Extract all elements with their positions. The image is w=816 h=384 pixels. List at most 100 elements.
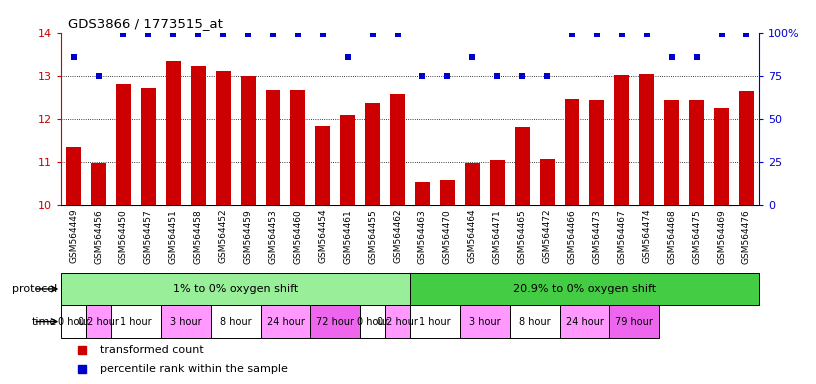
Bar <box>410 305 460 338</box>
Bar <box>714 108 729 205</box>
Bar <box>166 61 181 205</box>
Bar <box>141 88 156 205</box>
Text: 20.9% to 0% oxygen shift: 20.9% to 0% oxygen shift <box>513 284 656 294</box>
Point <box>615 31 628 37</box>
Bar <box>116 84 131 205</box>
Point <box>416 73 429 79</box>
Bar <box>61 273 410 305</box>
Text: GSM564463: GSM564463 <box>418 209 427 263</box>
Bar <box>161 305 211 338</box>
Text: 24 hour: 24 hour <box>565 316 603 327</box>
Text: 8 hour: 8 hour <box>220 316 251 327</box>
Text: GSM564461: GSM564461 <box>344 209 353 263</box>
Text: 0 hour: 0 hour <box>58 316 90 327</box>
Text: GSM564465: GSM564465 <box>517 209 526 263</box>
Text: transformed count: transformed count <box>100 345 203 355</box>
Text: 79 hour: 79 hour <box>615 316 654 327</box>
Text: GSM564467: GSM564467 <box>618 209 627 263</box>
Text: GSM564460: GSM564460 <box>294 209 303 263</box>
Text: GSM564459: GSM564459 <box>244 209 253 263</box>
Text: 3 hour: 3 hour <box>469 316 500 327</box>
Bar <box>111 305 161 338</box>
Text: 72 hour: 72 hour <box>317 316 354 327</box>
Text: time: time <box>32 316 57 327</box>
Text: 8 hour: 8 hour <box>519 316 551 327</box>
Point <box>216 31 229 37</box>
Text: GSM564450: GSM564450 <box>119 209 128 263</box>
Text: GSM564473: GSM564473 <box>592 209 601 263</box>
Text: GSM564474: GSM564474 <box>642 209 651 263</box>
Point <box>516 73 529 79</box>
Text: GDS3866 / 1773515_at: GDS3866 / 1773515_at <box>69 17 223 30</box>
Point <box>565 31 579 37</box>
Point <box>92 73 105 79</box>
Text: GSM564457: GSM564457 <box>144 209 153 263</box>
Text: GSM564458: GSM564458 <box>193 209 202 263</box>
Text: GSM564456: GSM564456 <box>94 209 103 263</box>
Bar <box>241 76 255 205</box>
Bar <box>215 71 231 205</box>
Bar <box>610 305 659 338</box>
Text: GSM564475: GSM564475 <box>692 209 701 263</box>
Point <box>291 31 304 37</box>
Point <box>166 31 180 37</box>
Bar <box>390 94 405 205</box>
Point <box>641 31 654 37</box>
Point <box>67 54 80 60</box>
Text: 0.2 hour: 0.2 hour <box>78 316 119 327</box>
Text: percentile rank within the sample: percentile rank within the sample <box>100 364 287 374</box>
Text: protocol: protocol <box>12 284 57 294</box>
Point <box>441 73 454 79</box>
Bar <box>539 159 555 205</box>
Bar <box>614 74 629 205</box>
Point <box>690 54 703 60</box>
Text: GSM564453: GSM564453 <box>268 209 277 263</box>
Bar <box>639 74 654 205</box>
Point <box>466 54 479 60</box>
Text: GSM564449: GSM564449 <box>69 209 78 263</box>
Text: GSM564454: GSM564454 <box>318 209 327 263</box>
Bar <box>664 99 679 205</box>
Text: 3 hour: 3 hour <box>170 316 202 327</box>
Bar <box>61 305 86 338</box>
Text: GSM564472: GSM564472 <box>543 209 552 263</box>
Text: GSM564470: GSM564470 <box>443 209 452 263</box>
Bar <box>191 66 206 205</box>
Bar <box>460 305 510 338</box>
Bar <box>589 99 605 205</box>
Point <box>490 73 503 79</box>
Point <box>117 31 130 37</box>
Text: 0.2 hour: 0.2 hour <box>377 316 418 327</box>
Bar <box>290 90 305 205</box>
Point <box>242 31 255 37</box>
Bar <box>440 180 455 205</box>
Text: GSM564455: GSM564455 <box>368 209 377 263</box>
Bar <box>260 305 310 338</box>
Bar <box>689 99 704 205</box>
Point <box>740 31 753 37</box>
Bar <box>565 99 579 205</box>
Bar <box>310 305 360 338</box>
Point <box>192 31 205 37</box>
Bar <box>490 160 505 205</box>
Text: GSM564462: GSM564462 <box>393 209 402 263</box>
Text: GSM564469: GSM564469 <box>717 209 726 263</box>
Bar <box>265 90 281 205</box>
Text: GSM564476: GSM564476 <box>742 209 751 263</box>
Bar <box>410 273 759 305</box>
Point <box>366 31 379 37</box>
Bar <box>515 127 530 205</box>
Text: 1 hour: 1 hour <box>419 316 450 327</box>
Text: GSM564464: GSM564464 <box>468 209 477 263</box>
Bar <box>315 126 330 205</box>
Text: 24 hour: 24 hour <box>267 316 304 327</box>
Bar <box>340 115 355 205</box>
Text: GSM564452: GSM564452 <box>219 209 228 263</box>
Bar <box>510 305 560 338</box>
Bar <box>415 182 430 205</box>
Point <box>591 31 604 37</box>
Point <box>665 54 678 60</box>
Text: GSM564466: GSM564466 <box>567 209 576 263</box>
Text: GSM564471: GSM564471 <box>493 209 502 263</box>
Point <box>267 31 280 37</box>
